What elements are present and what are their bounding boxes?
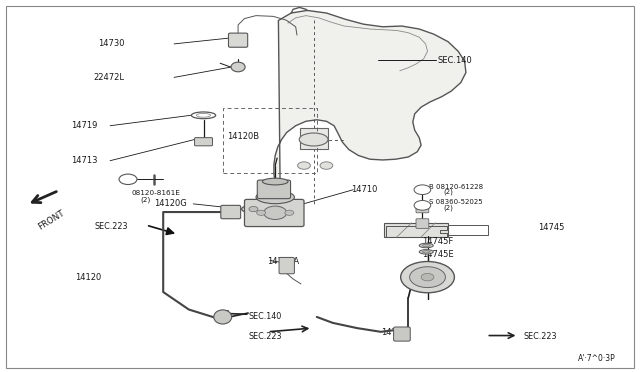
- Circle shape: [119, 174, 137, 185]
- Text: 14750: 14750: [381, 328, 408, 337]
- Text: 14711A: 14711A: [268, 257, 300, 266]
- Circle shape: [414, 185, 431, 195]
- Ellipse shape: [300, 133, 328, 146]
- Circle shape: [257, 210, 266, 215]
- Ellipse shape: [422, 244, 430, 247]
- FancyBboxPatch shape: [195, 138, 212, 146]
- Text: SEC.223: SEC.223: [524, 332, 557, 341]
- Circle shape: [320, 162, 333, 169]
- Circle shape: [414, 201, 431, 210]
- FancyBboxPatch shape: [416, 219, 429, 228]
- Ellipse shape: [419, 250, 433, 254]
- Text: (2): (2): [443, 204, 452, 211]
- FancyBboxPatch shape: [384, 223, 448, 237]
- Circle shape: [249, 206, 258, 212]
- Text: S: S: [420, 203, 425, 208]
- Text: A'·7^0·3P: A'·7^0·3P: [578, 355, 616, 363]
- Ellipse shape: [231, 62, 245, 72]
- Ellipse shape: [262, 178, 288, 185]
- Text: SEC.223: SEC.223: [248, 332, 282, 341]
- Text: 14719: 14719: [71, 121, 97, 130]
- Ellipse shape: [422, 251, 430, 253]
- Text: SEC.140: SEC.140: [248, 312, 282, 321]
- Ellipse shape: [241, 203, 289, 215]
- FancyBboxPatch shape: [279, 257, 294, 274]
- Text: SEC.140: SEC.140: [438, 56, 472, 65]
- Text: 08120-8161E: 08120-8161E: [131, 190, 180, 196]
- Ellipse shape: [256, 190, 294, 203]
- Circle shape: [410, 267, 445, 288]
- Text: 14120: 14120: [75, 273, 101, 282]
- Circle shape: [264, 206, 287, 219]
- FancyBboxPatch shape: [300, 128, 328, 149]
- Text: (2): (2): [141, 196, 151, 202]
- Circle shape: [421, 273, 434, 281]
- Circle shape: [401, 262, 454, 293]
- Text: 14120G: 14120G: [154, 199, 187, 208]
- Text: 14710: 14710: [351, 185, 377, 194]
- Text: B 08120-61228: B 08120-61228: [429, 184, 483, 190]
- Circle shape: [298, 162, 310, 169]
- Text: 14120B: 14120B: [227, 132, 259, 141]
- Text: SEC.223: SEC.223: [95, 222, 128, 231]
- FancyBboxPatch shape: [257, 180, 291, 199]
- Text: 14730: 14730: [99, 39, 125, 48]
- FancyBboxPatch shape: [221, 205, 241, 219]
- FancyBboxPatch shape: [228, 33, 248, 47]
- Text: B: B: [125, 176, 131, 182]
- FancyBboxPatch shape: [416, 203, 429, 213]
- Text: 14741: 14741: [422, 269, 449, 278]
- Text: S 08360-52025: S 08360-52025: [429, 199, 483, 205]
- Text: FRONT: FRONT: [36, 209, 66, 232]
- Text: 14745F: 14745F: [422, 237, 454, 246]
- Text: B: B: [420, 187, 425, 192]
- Ellipse shape: [214, 310, 232, 324]
- Circle shape: [285, 210, 294, 215]
- Text: (2): (2): [443, 189, 452, 195]
- FancyBboxPatch shape: [244, 199, 304, 227]
- Text: 14745E: 14745E: [422, 250, 454, 259]
- Text: 22472L: 22472L: [94, 73, 125, 82]
- Polygon shape: [274, 10, 466, 205]
- Text: 14713: 14713: [71, 156, 97, 165]
- Circle shape: [273, 206, 282, 212]
- FancyBboxPatch shape: [394, 327, 410, 341]
- Text: 14745: 14745: [538, 223, 564, 232]
- Ellipse shape: [419, 243, 433, 248]
